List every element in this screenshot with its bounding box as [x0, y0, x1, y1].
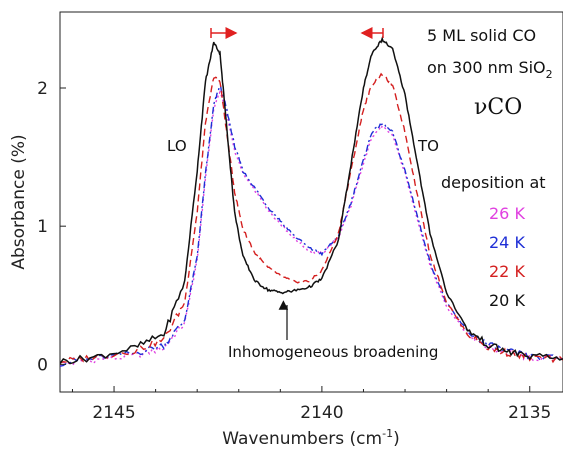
series-line-26k	[60, 90, 563, 368]
lo-label: LO	[167, 137, 187, 155]
mode-label: νCO	[474, 95, 522, 120]
x-tick-label: 2135	[508, 403, 551, 423]
legend-title: deposition at	[441, 173, 546, 192]
sample-label-line1: 5 ML solid CO	[427, 26, 536, 45]
legend-entry-24k: 24 K	[489, 233, 525, 252]
shift-arrow-lo-icon	[210, 27, 238, 39]
x-tick-label: 2140	[300, 403, 343, 423]
x-tick-label: 2145	[92, 403, 135, 423]
series-line-20k	[60, 35, 563, 365]
x-axis-title: Wavenumbers (cm-1)	[222, 427, 399, 449]
to-label: TO	[417, 137, 439, 155]
legend-entry-20k: 20 K	[489, 291, 525, 310]
broadening-label: Inhomogeneous broadening	[228, 343, 438, 361]
series-line-24k	[60, 85, 563, 367]
legend-entry-26k: 26 K	[489, 204, 525, 223]
legend: deposition at 26 K 24 K 22 K 20 K	[441, 173, 546, 310]
series-line-22k	[60, 72, 563, 364]
legend-entry-22k: 22 K	[489, 262, 525, 281]
series-group	[60, 35, 563, 368]
y-tick-label: 1	[37, 217, 48, 237]
x-axis: 2145 2140 2135	[71, 386, 551, 423]
sample-label-line2: on 300 nm SiO2	[427, 58, 553, 81]
y-tick-label: 0	[37, 355, 48, 375]
y-axis-title: Absorbance (%)	[9, 134, 29, 269]
y-axis: 0 1 2	[37, 79, 66, 375]
plot-frame	[59, 11, 563, 393]
shift-arrow-to-icon	[360, 27, 384, 39]
y-tick-label: 2	[37, 79, 48, 99]
